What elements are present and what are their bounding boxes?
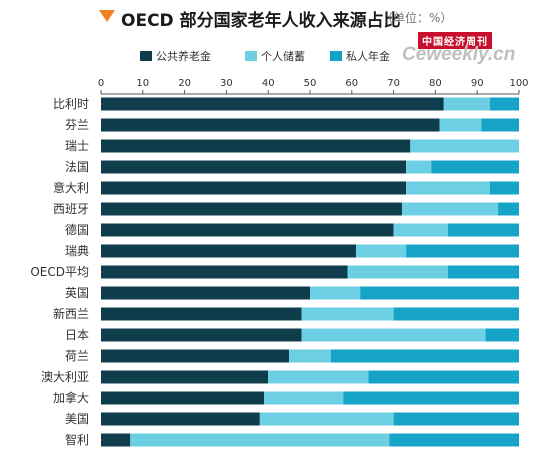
category-label-9: 英国: [65, 286, 89, 300]
bar-segment-3-1: [406, 160, 432, 174]
bar-segment-7-1: [355, 244, 407, 258]
legend-swatch-2: [330, 51, 342, 61]
bar-segment-10-0: [101, 307, 302, 321]
bar-segment-5-1: [401, 202, 499, 216]
bar-segment-1-2: [481, 118, 519, 132]
bar-segment-14-2: [343, 391, 519, 405]
x-tick-label-4: 40: [262, 78, 275, 89]
x-tick-label-3: 30: [220, 78, 233, 89]
category-label-5: 西班牙: [53, 202, 89, 216]
bar-segment-6-0: [101, 223, 394, 237]
bar-segment-4-0: [101, 181, 407, 195]
bar-segment-8-0: [101, 265, 348, 279]
x-tick-label-10: 100: [509, 78, 528, 89]
bar-segment-11-0: [101, 328, 302, 342]
x-tick-label-8: 80: [429, 78, 442, 89]
bar-segment-16-0: [101, 433, 131, 447]
bar-segment-9-0: [101, 286, 310, 300]
legend-swatch-0: [140, 51, 152, 61]
category-label-10: 新西兰: [53, 306, 89, 321]
bar-segment-13-1: [268, 370, 369, 384]
bar-segment-6-2: [447, 223, 519, 237]
category-label-4: 意大利: [53, 180, 89, 195]
category-label-8: OECD平均: [30, 265, 89, 279]
bar-segment-7-2: [406, 244, 519, 258]
x-tick-label-9: 90: [471, 78, 484, 89]
bar-segment-15-2: [393, 412, 519, 426]
category-label-3: 法国: [65, 160, 89, 174]
bar-segment-13-0: [101, 370, 269, 384]
bar-segment-7-0: [101, 244, 356, 258]
category-label-1: 芬兰: [65, 118, 89, 132]
bar-segment-16-1: [130, 433, 390, 447]
bar-segment-13-2: [368, 370, 519, 384]
x-tick-label-0: 0: [98, 78, 104, 89]
category-label-12: 荷兰: [65, 349, 89, 363]
x-tick-label-2: 20: [178, 78, 191, 89]
bar-segment-2-1: [410, 139, 519, 153]
category-label-15: 美国: [65, 412, 89, 426]
bar-segment-14-0: [101, 391, 265, 405]
x-tick-label-5: 50: [304, 78, 317, 89]
bar-segment-4-1: [406, 181, 490, 195]
bar-segment-14-1: [264, 391, 344, 405]
category-label-16: 智利: [65, 432, 89, 447]
legend-label-2: 私人年金: [346, 49, 390, 63]
bar-segment-12-0: [101, 349, 290, 363]
bar-segment-12-2: [330, 349, 519, 363]
category-label-0: 比利时: [53, 97, 89, 111]
bar-segment-1-0: [101, 118, 440, 132]
bar-segment-9-1: [310, 286, 361, 300]
watermark-top-text: 中国经济周刊: [418, 32, 492, 49]
watermark-bottom-text: Ceweekly.cn: [402, 44, 516, 65]
category-label-6: 德国: [65, 222, 89, 237]
bar-segment-5-0: [101, 202, 402, 216]
category-label-11: 日本: [65, 328, 89, 342]
unit-label: （单位：%）: [381, 11, 453, 25]
bar-segment-16-2: [389, 433, 519, 447]
bar-segment-4-2: [489, 181, 519, 195]
bar-segment-11-1: [301, 328, 486, 342]
bar-segment-0-2: [489, 97, 519, 111]
x-tick-label-7: 70: [387, 78, 400, 89]
bar-segment-1-1: [439, 118, 482, 132]
bar-segment-0-1: [443, 97, 490, 111]
chart-header: OECD 部分国家老年人收入来源占比 （单位：%）: [0, 0, 550, 34]
bar-segment-12-1: [289, 349, 331, 363]
bar-segment-6-1: [393, 223, 448, 237]
bar-segment-8-1: [347, 265, 448, 279]
category-label-14: 加拿大: [53, 390, 89, 405]
bar-segment-3-2: [431, 160, 519, 174]
legend-swatch-1: [245, 51, 257, 61]
category-label-2: 瑞士: [65, 139, 89, 153]
bar-segment-11-2: [485, 328, 519, 342]
bar-segment-2-0: [101, 139, 411, 153]
bar-segment-15-0: [101, 412, 260, 426]
legend-label-0: 公共养老金: [156, 49, 211, 63]
bar-segment-0-0: [101, 97, 444, 111]
bar-segment-10-2: [393, 307, 519, 321]
category-label-13: 澳大利亚: [41, 370, 89, 384]
bar-segment-10-1: [301, 307, 394, 321]
x-tick-label-1: 10: [136, 78, 149, 89]
chart-title: OECD 部分国家老年人收入来源占比: [121, 11, 401, 31]
bar-segment-15-1: [259, 412, 394, 426]
bar-segment-9-2: [360, 286, 519, 300]
legend-label-1: 个人储蓄: [261, 49, 305, 63]
publisher-watermark: 中国经济周刊 Ceweekly.cn: [402, 32, 538, 65]
category-label-7: 瑞典: [65, 244, 89, 258]
bar-segment-8-2: [447, 265, 519, 279]
bar-segment-5-2: [498, 202, 519, 216]
title-triangle-icon: [99, 10, 115, 22]
bar-segment-3-0: [101, 160, 407, 174]
x-tick-label-6: 60: [345, 78, 358, 89]
